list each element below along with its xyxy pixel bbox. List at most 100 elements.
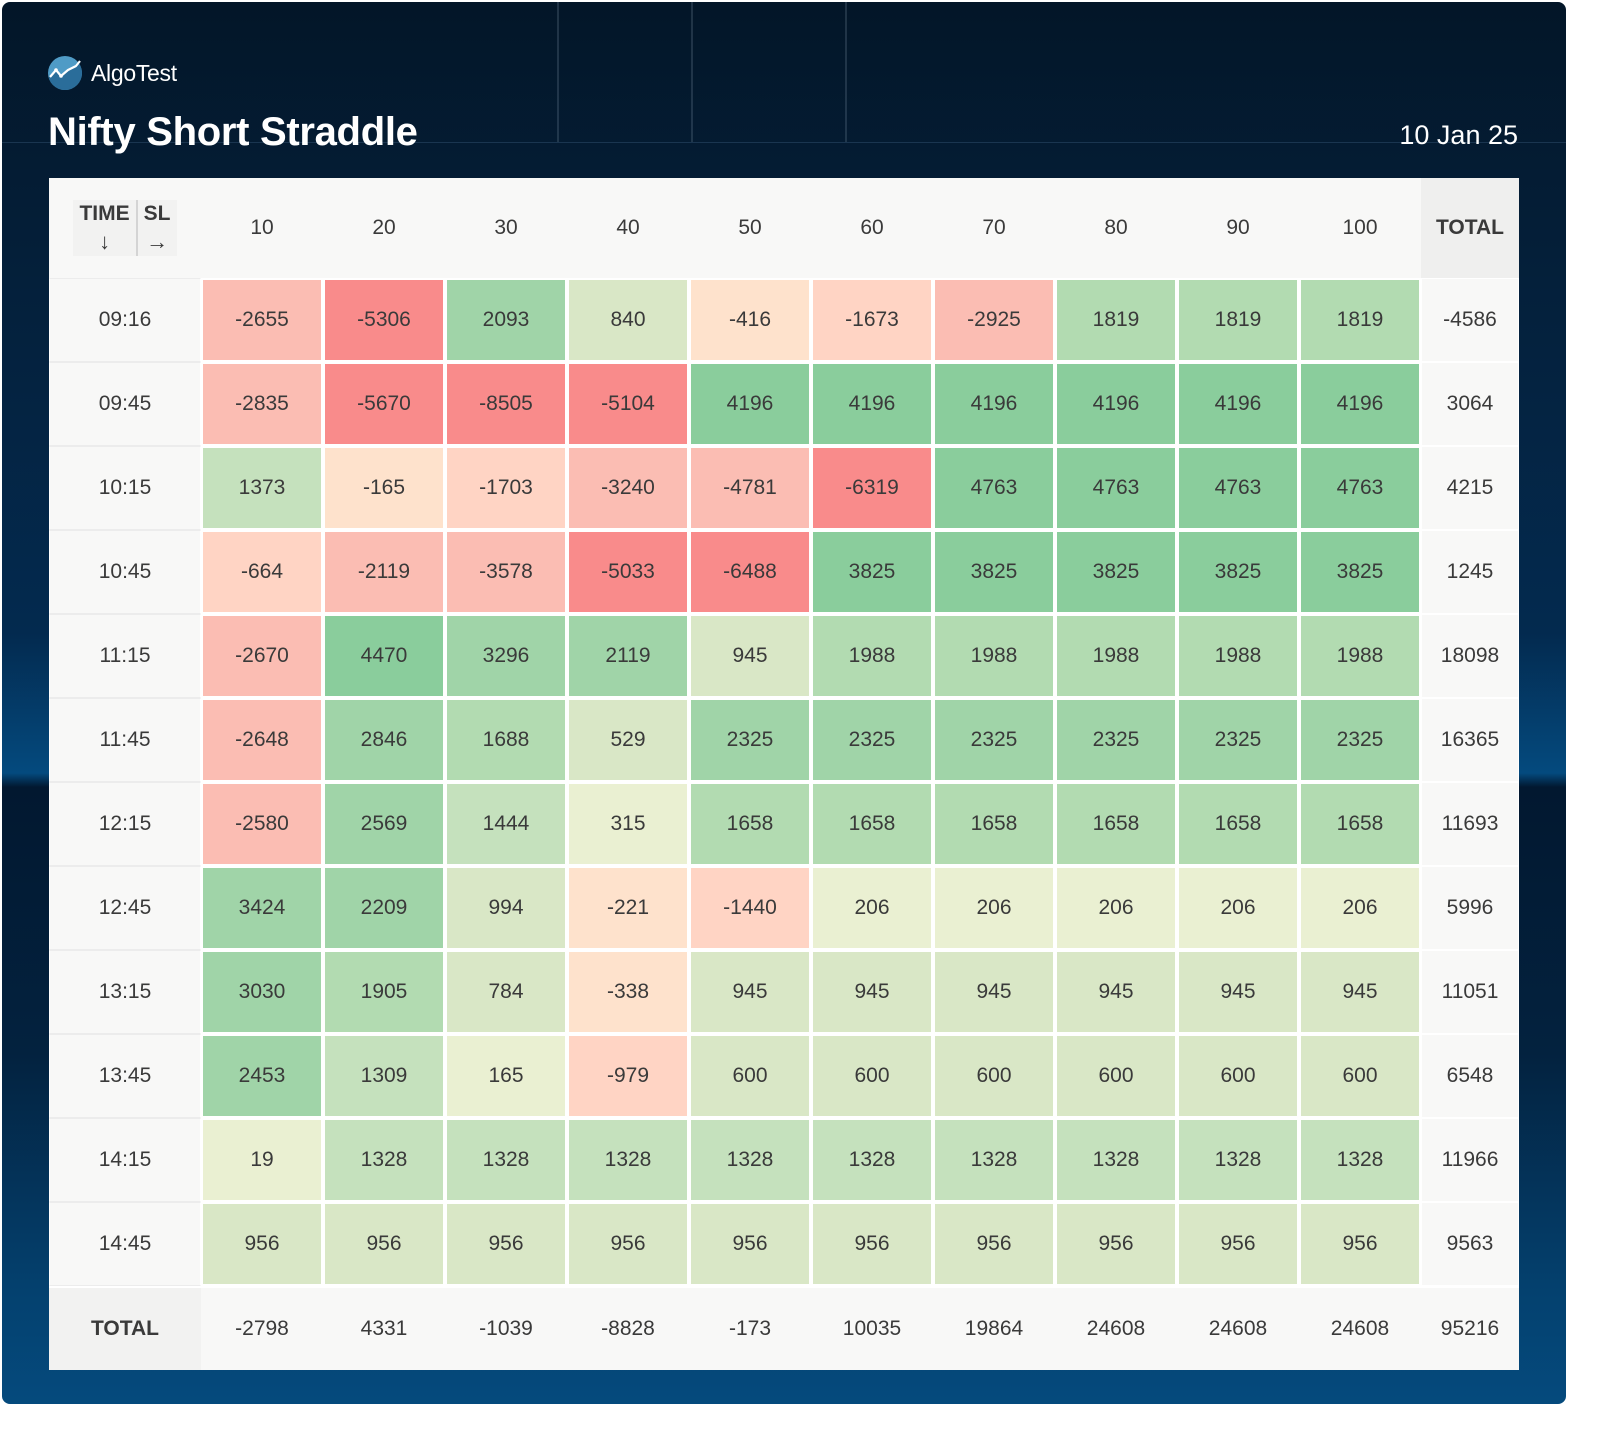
heatmap-cell: 1819	[1055, 278, 1177, 362]
heatmap-cell: 1658	[689, 782, 811, 866]
column-total: 24608	[1055, 1286, 1177, 1370]
algotest-chart-logo-icon	[48, 56, 82, 90]
heatmap-cell: 600	[689, 1034, 811, 1118]
row-time-label: 11:45	[49, 698, 201, 782]
heatmap-cell: 956	[811, 1202, 933, 1286]
row-time-label: 13:15	[49, 950, 201, 1034]
heatmap-cell: 1328	[323, 1118, 445, 1202]
row-total: 3064	[1421, 362, 1519, 446]
heatmap-cell: 956	[323, 1202, 445, 1286]
heatmap-cell: 1988	[933, 614, 1055, 698]
heatmap-cell: 945	[1299, 950, 1421, 1034]
heatmap-cell: 1905	[323, 950, 445, 1034]
heatmap-cell: -3578	[445, 530, 567, 614]
heatmap-cell: 1658	[1299, 782, 1421, 866]
sl-column-header: 10	[201, 178, 323, 278]
table-row: 13:45 2453 1309 165 -979 600 600 600 600 600 600 65…	[49, 1034, 1519, 1118]
table-row: 10:45 -664 -2119 -3578 -5033 -6488 3825 3825 382…	[49, 530, 1519, 614]
heatmap-cell: 1328	[689, 1118, 811, 1202]
heatmap-cell: 1988	[1055, 614, 1177, 698]
heatmap-cell: 315	[567, 782, 689, 866]
heatmap-cell: 2119	[567, 614, 689, 698]
heatmap-cell: -6319	[811, 446, 933, 530]
column-total: 10035	[811, 1286, 933, 1370]
heatmap-cell: 1328	[1177, 1118, 1299, 1202]
column-total: -1039	[445, 1286, 567, 1370]
decorative-grid-line	[691, 2, 693, 142]
heatmap-cell: 784	[445, 950, 567, 1034]
heatmap-cell: 1328	[445, 1118, 567, 1202]
heatmap-cell: 3825	[811, 530, 933, 614]
table-row: 12:45 3424 2209 994 -221 -1440 206 206 206 206 206…	[49, 866, 1519, 950]
row-total: 18098	[1421, 614, 1519, 698]
heatmap-cell: 4196	[933, 362, 1055, 446]
column-total: 24608	[1177, 1286, 1299, 1370]
heatmap-cell: 206	[1177, 866, 1299, 950]
heatmap-cell: 3825	[1177, 530, 1299, 614]
heatmap-cell: 956	[1177, 1202, 1299, 1286]
heatmap-cell: 945	[1055, 950, 1177, 1034]
heatmap-cell: 3030	[201, 950, 323, 1034]
heatmap-cell: 956	[567, 1202, 689, 1286]
table-row: 09:45 -2835 -5670 -8505 -5104 4196 4196 4196 419…	[49, 362, 1519, 446]
total-column-header: TOTAL	[1421, 178, 1519, 278]
sl-column-header: 70	[933, 178, 1055, 278]
heatmap-cell: 206	[933, 866, 1055, 950]
heatmap-cell: 1328	[811, 1118, 933, 1202]
heatmap-cell: 1328	[1055, 1118, 1177, 1202]
sl-axis-label: SL	[143, 202, 171, 225]
heatmap-cell: 2325	[689, 698, 811, 782]
heatmap-cell: 2569	[323, 782, 445, 866]
heatmap-cell: 956	[1055, 1202, 1177, 1286]
heatmap-cell: -338	[567, 950, 689, 1034]
decorative-grid-line	[845, 2, 847, 142]
corner-divider	[135, 200, 138, 256]
heatmap-cell: 945	[933, 950, 1055, 1034]
heatmap-cell: 2325	[1299, 698, 1421, 782]
heatmap-cell: -2119	[323, 530, 445, 614]
heatmap-cell: 3825	[1055, 530, 1177, 614]
heatmap-cell: 956	[201, 1202, 323, 1286]
heatmap-cell: 956	[689, 1202, 811, 1286]
heatmap-cell: 1819	[1299, 278, 1421, 362]
heatmap-cell: -2655	[201, 278, 323, 362]
sl-column-header: 40	[567, 178, 689, 278]
heatmap-cell: 1658	[933, 782, 1055, 866]
row-total: 11966	[1421, 1118, 1519, 1202]
heatmap-cell: 4763	[1177, 446, 1299, 530]
decorative-grid-line	[557, 2, 559, 142]
heatmap-cell: 4196	[689, 362, 811, 446]
heatmap-cell: -2835	[201, 362, 323, 446]
heatmap-cell: 945	[811, 950, 933, 1034]
heatmap-cell: 1309	[323, 1034, 445, 1118]
heatmap-cell: 4196	[1177, 362, 1299, 446]
page-title: Nifty Short Straddle	[48, 110, 418, 154]
heatmap-cell: 2325	[811, 698, 933, 782]
heatmap-cell: -2670	[201, 614, 323, 698]
heatmap-cell: -8505	[445, 362, 567, 446]
heatmap-cell: 3424	[201, 866, 323, 950]
heatmap-cell: 1658	[811, 782, 933, 866]
heatmap-cell: -221	[567, 866, 689, 950]
column-total: -2798	[201, 1286, 323, 1370]
heatmap-cell: 2209	[323, 866, 445, 950]
heatmap-cell: 956	[1299, 1202, 1421, 1286]
heatmap-cell: 2846	[323, 698, 445, 782]
heatmap-cell: 600	[811, 1034, 933, 1118]
heatmap-cell: 165	[445, 1034, 567, 1118]
heatmap-cell: 945	[689, 614, 811, 698]
row-time-label: 14:15	[49, 1118, 201, 1202]
heatmap-cell: 19	[201, 1118, 323, 1202]
row-time-label: 10:45	[49, 530, 201, 614]
heatmap-cell: -5104	[567, 362, 689, 446]
arrow-right-icon: →	[146, 229, 169, 254]
row-time-label: 12:15	[49, 782, 201, 866]
row-total: 11051	[1421, 950, 1519, 1034]
heatmap-cell: 4196	[811, 362, 933, 446]
heatmap-cell: 945	[1177, 950, 1299, 1034]
heatmap-cell: 1819	[1177, 278, 1299, 362]
heatmap-cell: 2093	[445, 278, 567, 362]
table-row: 12:15 -2580 2569 1444 315 1658 1658 1658 1658 165…	[49, 782, 1519, 866]
table-row: 14:15 19 1328 1328 1328 1328 1328 1328 1328 1328 1…	[49, 1118, 1519, 1202]
heatmap-cell: 1328	[933, 1118, 1055, 1202]
